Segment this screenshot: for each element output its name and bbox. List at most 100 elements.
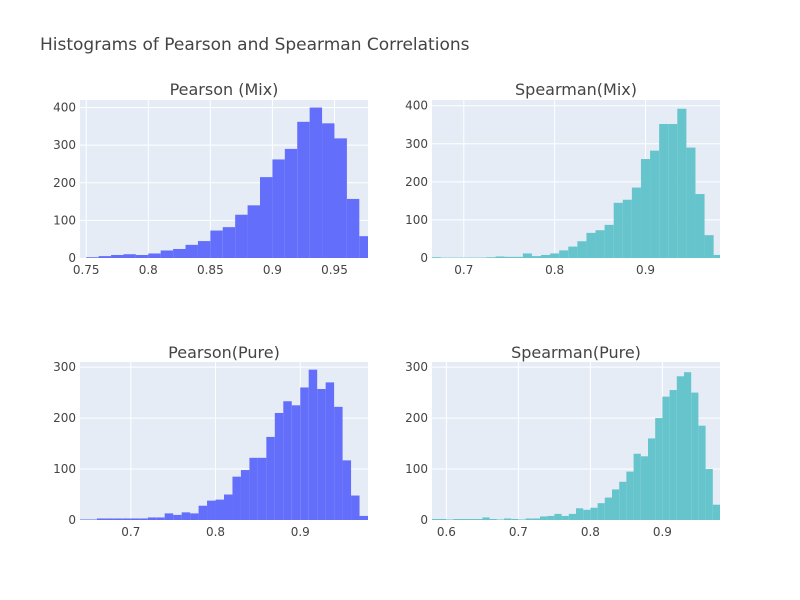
- histogram-bar: [249, 457, 258, 520]
- histogram-bar: [86, 257, 99, 258]
- histogram-bar: [604, 224, 614, 258]
- histogram-bar: [622, 199, 632, 258]
- histogram-bar: [613, 202, 623, 258]
- histogram-bar: [147, 517, 157, 520]
- histogram-bar: [662, 396, 670, 520]
- histogram-bar: [532, 518, 540, 520]
- histogram-bar: [650, 150, 660, 258]
- histogram-bar: [272, 159, 285, 258]
- histogram-bar: [297, 121, 310, 258]
- histogram-bar: [346, 198, 360, 258]
- histogram-bar: [80, 519, 89, 520]
- histogram-bar: [111, 254, 124, 258]
- histogram-bar: [235, 214, 248, 258]
- histogram-bar: [604, 497, 612, 520]
- histogram-bar: [648, 438, 656, 520]
- x-tick-label: 0.7: [121, 525, 140, 539]
- histogram-bar: [130, 518, 140, 520]
- histogram-bar: [257, 457, 267, 520]
- histogram-bar: [684, 372, 692, 520]
- histogram-bar: [113, 518, 123, 520]
- histogram-bar: [655, 418, 663, 520]
- histogram-bar: [590, 507, 598, 520]
- histogram-bar: [260, 177, 273, 258]
- y-tick-label: 300: [405, 360, 428, 374]
- histogram-bar: [669, 390, 677, 520]
- histogram-bar: [283, 401, 292, 520]
- histogram-bar: [686, 147, 696, 258]
- histogram-bar: [704, 235, 714, 258]
- histogram-bar: [181, 512, 191, 520]
- histogram-bar: [185, 244, 198, 258]
- histogram-bar: [568, 246, 578, 258]
- histogram-bar: [308, 369, 318, 520]
- histogram-bar: [541, 254, 551, 258]
- histogram-bar: [232, 476, 241, 520]
- x-tick-label: 0.7: [454, 263, 473, 277]
- subplot-title: Spearman(Mix): [515, 80, 637, 99]
- histogram-bar: [453, 518, 461, 520]
- histogram-bar: [207, 500, 216, 520]
- histogram-bar: [504, 256, 514, 258]
- histogram-bar: [274, 412, 284, 520]
- histogram-bar: [173, 514, 182, 520]
- histogram-bar: [540, 516, 548, 520]
- histogram-bar: [586, 232, 596, 258]
- histogram-bar: [334, 138, 347, 258]
- histogram-bar: [640, 159, 651, 258]
- histogram-bar: [631, 187, 641, 258]
- histogram-bar: [222, 227, 236, 258]
- subplot-title: Pearson (Mix): [170, 80, 279, 99]
- histogram-bar: [322, 123, 335, 258]
- histogram-bar: [190, 513, 199, 520]
- y-tick-label: 400: [405, 99, 428, 113]
- subplot-spearman-pure: 0 100 200 300 0.6 0.7 0.8 0.9 Spearman(Pure): [405, 343, 720, 539]
- histogram-bar: [626, 471, 634, 520]
- histogram-bar: [595, 230, 605, 258]
- histogram-bar: [139, 518, 148, 520]
- histogram-bar: [156, 517, 165, 520]
- histogram-bar: [640, 456, 648, 520]
- histogram-bar: [148, 253, 161, 258]
- y-tick-label: 400: [53, 101, 76, 115]
- histogram-bar: [619, 481, 627, 520]
- histogram-bar: [676, 376, 684, 520]
- subplot-pearson-pure: 0 100 200 300 0.7 0.8 0.9 Pearson(Pure): [53, 343, 368, 539]
- histogram-bar: [705, 469, 713, 520]
- histogram-bar: [122, 518, 131, 520]
- histogram-bar: [342, 460, 352, 520]
- histogram-bar: [351, 495, 360, 520]
- histogram-bar: [677, 108, 687, 259]
- x-tick-label: 0.8: [581, 525, 600, 539]
- histogram-bar: [135, 254, 149, 258]
- histogram-bar: [247, 205, 260, 258]
- x-tick-label: 0.95: [321, 263, 348, 277]
- histogram-bar: [359, 236, 368, 258]
- x-tick-label: 0.9: [263, 263, 282, 277]
- histogram-bar: [468, 518, 476, 520]
- histogram-bar: [446, 519, 454, 520]
- histogram-bar: [325, 382, 335, 520]
- y-tick-label: 100: [53, 462, 76, 476]
- subplot-spearman-mix: 0 100 200 300 400 0.7 0.8 0.9 Spearman(Mix): [405, 80, 720, 277]
- histogram-bar: [160, 250, 174, 258]
- histogram-bar: [547, 515, 555, 520]
- histogram-bar: [489, 518, 497, 520]
- x-tick-label: 0.85: [197, 263, 224, 277]
- histogram-bar: [215, 499, 224, 520]
- y-tick-label: 300: [405, 137, 428, 151]
- y-tick-label: 0: [68, 513, 76, 527]
- histogram-bar: [432, 518, 440, 520]
- histogram-bar: [334, 406, 343, 520]
- x-tick-label: 0.6: [437, 525, 456, 539]
- y-tick-label: 0: [68, 251, 76, 265]
- histogram-bar: [698, 425, 706, 520]
- histogram-bar: [240, 470, 250, 520]
- histogram-bar: [309, 107, 323, 259]
- histogram-bar: [284, 148, 298, 258]
- histogram-bar: [439, 518, 447, 520]
- y-tick-label: 0: [420, 513, 428, 527]
- histogram-bar: [525, 518, 533, 520]
- x-tick-label: 0.8: [139, 263, 158, 277]
- y-tick-label: 100: [405, 213, 428, 227]
